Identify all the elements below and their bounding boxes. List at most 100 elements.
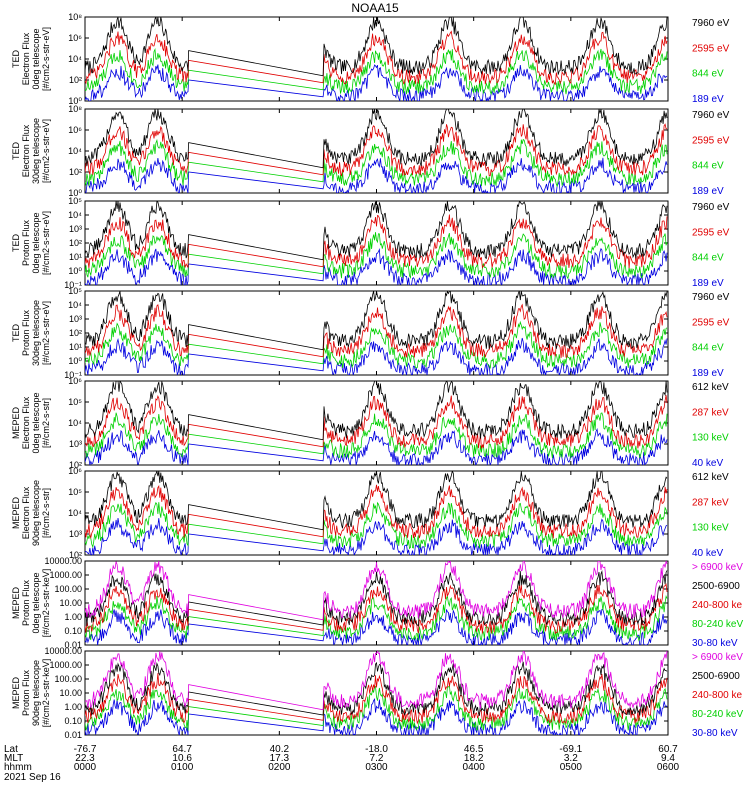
panel-ylabel-line: TED xyxy=(11,323,21,342)
series-40-kev xyxy=(85,518,668,555)
series--6900-kev xyxy=(85,651,668,711)
y-tick-label: 10⁴ xyxy=(68,146,82,156)
panel-ylabel-line: Electron Flux xyxy=(21,396,31,449)
panel-ylabel-line: 90deg telescope xyxy=(31,480,41,546)
y-tick-label: 10³ xyxy=(69,314,82,324)
legend-entry: 240-800 ke xyxy=(692,690,742,701)
legend-entry: 7960 eV xyxy=(692,18,730,29)
legend-entry: 240-800 ke xyxy=(692,600,742,611)
panel-ylabel-line: 0deg telescope xyxy=(31,572,41,633)
series-7960-ev xyxy=(85,17,668,77)
panel-ylabel-line: MEPED xyxy=(11,677,21,710)
y-tick-label: 0.01 xyxy=(64,640,82,650)
series-240-800-ke xyxy=(85,673,668,725)
panel-ylabel-line: [#/cm2-s-str-keV] xyxy=(41,659,51,728)
series-30-80-kev xyxy=(85,698,668,735)
panel-ylabel-line: TED xyxy=(11,233,21,252)
y-tick-label: 10² xyxy=(69,167,82,177)
series-group xyxy=(85,471,668,555)
series-2595-ev xyxy=(85,30,668,86)
y-tick-label: 10⁵ xyxy=(68,286,82,296)
series-189-ev xyxy=(85,64,668,101)
panel-ylabel-line: 30deg telescope xyxy=(31,118,41,184)
x-tick-lat: 64.7 xyxy=(172,744,192,755)
panel-ylabel-line: [#/cm2-s-str] xyxy=(41,488,51,538)
legend-entry: 130 keV xyxy=(692,433,729,444)
y-tick-label: 10⁸ xyxy=(68,104,82,114)
series-group xyxy=(85,291,668,375)
series-group xyxy=(85,561,668,645)
y-tick-label: 10¹ xyxy=(69,342,82,352)
panel-ylabel-line: 30deg telescope xyxy=(31,300,41,366)
series-2595-ev xyxy=(85,303,668,358)
series-240-800-ke xyxy=(85,583,668,634)
series-189-ev xyxy=(85,247,668,285)
series-80-240-kev xyxy=(85,594,668,642)
panel-ylabel-line: [#/cm2-s-str] xyxy=(41,398,51,448)
y-tick-label: 1.00 xyxy=(64,702,82,712)
series-844-ev xyxy=(85,232,668,280)
series-287-kev xyxy=(85,484,668,540)
panel-ylabel-line: Electron Flux xyxy=(21,124,31,177)
y-tick-label: 10⁻¹ xyxy=(64,370,82,380)
series-group xyxy=(85,109,668,193)
series-group xyxy=(85,651,668,735)
legend-entry: 612 keV xyxy=(692,472,729,483)
panel-6: 10² 10³ 10⁴ 10⁵ 10⁶ MEPED Electron Flux 90deg t… xyxy=(11,466,729,560)
legend-entry: 844 eV xyxy=(692,69,724,80)
y-tick-label: 10³ xyxy=(69,224,82,234)
panel-ylabel-line: TED xyxy=(11,141,21,160)
y-tick-label: 0.01 xyxy=(64,730,82,740)
legend-entry: 7960 eV xyxy=(692,110,730,121)
legend-entry: 287 keV xyxy=(692,407,729,418)
panel-ylabel-line: MEPED xyxy=(11,407,21,440)
y-tick-label: 10⁰ xyxy=(68,188,82,198)
x-tick-hhmm: 0400 xyxy=(463,762,486,773)
footer-label-mlt: MLT xyxy=(4,753,23,764)
x-tick-mlt: 10.6 xyxy=(172,753,192,764)
legend-entry: 7960 eV xyxy=(692,292,730,303)
chart-title: NOAA15 xyxy=(351,1,399,15)
panel-ylabel-line: 90deg telescope xyxy=(31,660,41,726)
legend-entry: 189 eV xyxy=(692,278,724,289)
x-tick-hhmm: 0600 xyxy=(657,762,680,773)
legend-entry: 2500-6900 xyxy=(692,581,740,592)
y-tick-label: 10000.00 xyxy=(44,556,82,566)
legend-entry: 2595 eV xyxy=(692,43,730,54)
panel-2: 10⁰ 10² 10⁴ 10⁶ 10⁸ TED Electron Flux 30deg tel… xyxy=(11,104,730,198)
y-tick-label: 10² xyxy=(69,238,82,248)
date-label: 2021 Sep 16 xyxy=(4,772,61,783)
panel-ylabel-line: MEPED xyxy=(11,497,21,530)
series-group xyxy=(85,201,668,285)
x-tick-mlt: 3.2 xyxy=(564,753,578,764)
y-tick-label: 0.10 xyxy=(64,716,82,726)
legend-entry: 189 eV xyxy=(692,94,724,105)
legend-entry: 189 eV xyxy=(692,368,724,379)
x-tick-mlt: 9.4 xyxy=(661,753,675,764)
series-2595-ev xyxy=(85,123,668,177)
panel-8: 0.01 0.10 1.00 10.00 100.00 1000.00 10000.00 ME… xyxy=(11,646,743,740)
legend-entry: 2595 eV xyxy=(692,227,730,238)
y-tick-label: 10² xyxy=(69,460,82,470)
panel-ylabel-line: [#/cm2-s-str-keV] xyxy=(41,569,51,638)
legend-entry: 80-240 keV xyxy=(692,619,743,630)
series--6900-kev xyxy=(85,561,668,621)
legend-entry: 80-240 keV xyxy=(692,709,743,720)
y-tick-label: 10¹ xyxy=(69,252,82,262)
series-2595-ev xyxy=(85,214,668,269)
series-844-ev xyxy=(85,48,668,96)
legend-entry: 40 keV xyxy=(692,458,723,469)
legend-entry: 844 eV xyxy=(692,343,724,354)
panel-ylabel-line: [#/cm2-s-str-eV] xyxy=(41,301,51,365)
x-tick-mlt: 18.2 xyxy=(464,753,484,764)
series-7960-ev xyxy=(85,291,668,351)
panel-4: 10⁻¹ 10⁰ 10¹ 10² 10³ 10⁴ 10⁵ TED Proton Flux 30de… xyxy=(11,286,730,380)
series-844-ev xyxy=(85,138,668,188)
y-tick-label: 1000.00 xyxy=(49,660,82,670)
y-tick-label: 10⁶ xyxy=(68,466,82,476)
legend-entry: 2595 eV xyxy=(692,317,730,328)
y-tick-label: 100.00 xyxy=(54,674,82,684)
legend-entry: 40 keV xyxy=(692,548,723,559)
